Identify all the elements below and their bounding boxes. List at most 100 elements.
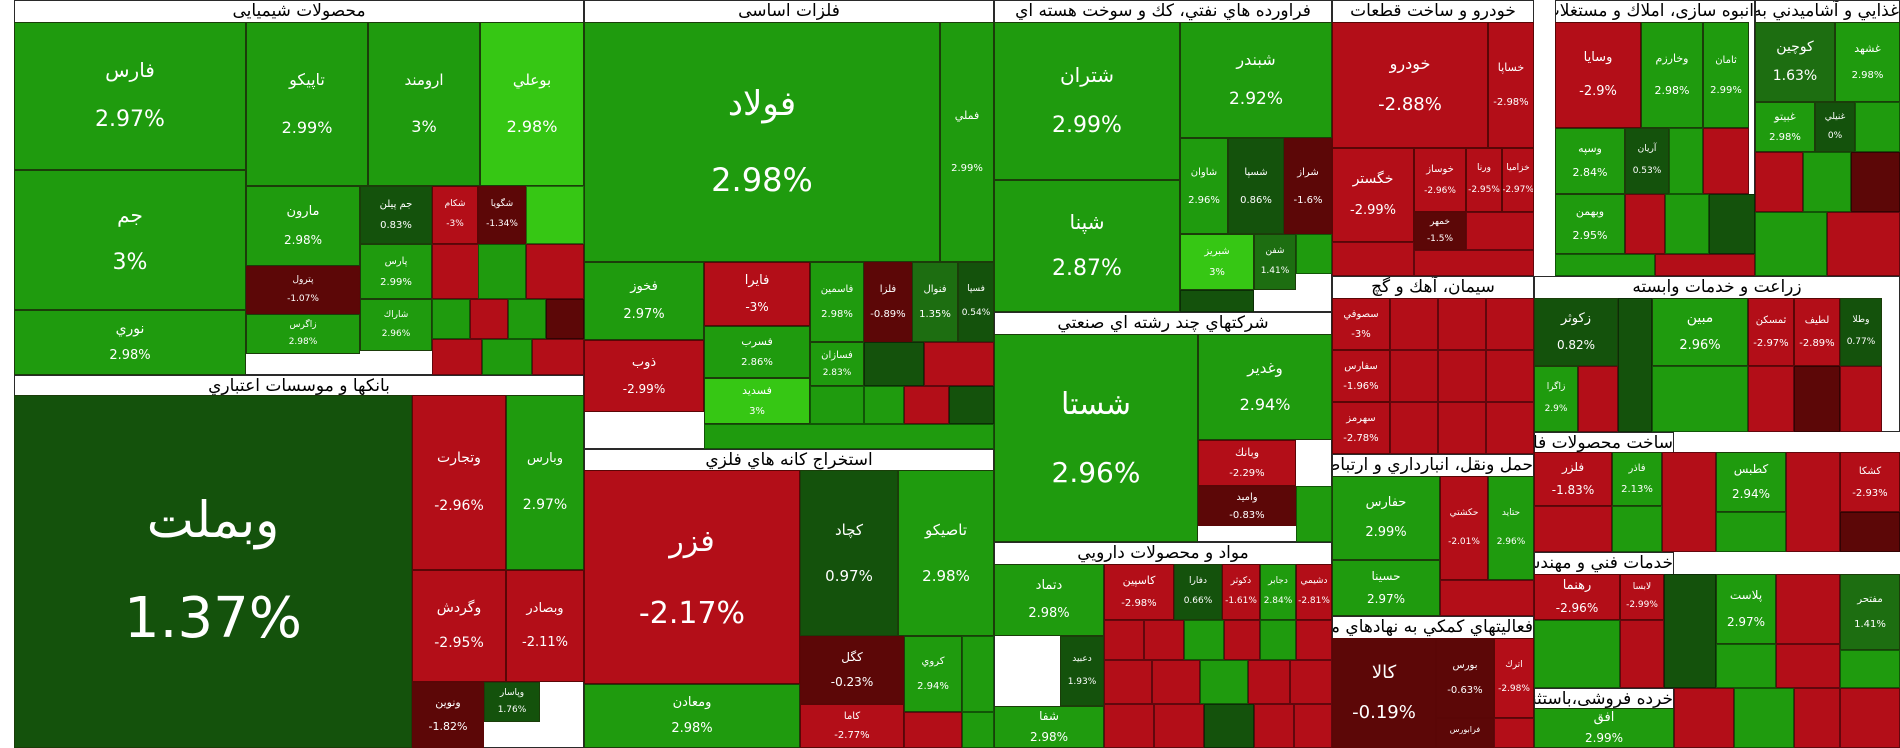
stock-tile[interactable]: حسينا 2.97% — [1332, 560, 1440, 616]
stock-tile[interactable]: وگردش -2.95% — [412, 570, 506, 682]
stock-tile[interactable]: آريان 0.53% — [1625, 128, 1669, 194]
minor-stock-tile[interactable] — [1104, 704, 1154, 748]
stock-tile[interactable]: سهرمز -2.78% — [1332, 402, 1390, 454]
stock-tile[interactable]: شاوان 2.96% — [1180, 138, 1228, 234]
minor-stock-tile[interactable] — [1803, 152, 1851, 212]
stock-tile[interactable]: فارس 2.97% — [14, 22, 246, 170]
stock-tile[interactable]: فملي 2.99% — [940, 22, 994, 262]
minor-stock-tile[interactable] — [1662, 452, 1716, 552]
stock-tile[interactable]: شراز -1.6% — [1284, 138, 1332, 234]
stock-tile[interactable]: دكوثر -1.61% — [1222, 564, 1260, 620]
minor-stock-tile[interactable] — [864, 386, 904, 424]
minor-stock-tile[interactable] — [1618, 298, 1652, 432]
stock-tile[interactable]: ورنا -2.95% — [1466, 148, 1502, 212]
stock-tile[interactable]: فاسمين 2.98% — [810, 262, 864, 342]
stock-tile[interactable]: حفارس 2.99% — [1332, 476, 1440, 560]
minor-stock-tile[interactable] — [470, 299, 508, 339]
stock-tile[interactable]: شفا 2.98% — [994, 706, 1104, 748]
stock-tile[interactable]: مارون 2.98% — [246, 186, 360, 266]
stock-tile[interactable]: شستا 2.96% — [994, 334, 1198, 542]
stock-tile[interactable]: تاپيكو 2.99% — [246, 22, 368, 186]
stock-tile[interactable]: وخارزم 2.98% — [1641, 22, 1703, 128]
stock-tile[interactable]: فسرب 2.86% — [704, 326, 810, 378]
minor-stock-tile[interactable] — [1414, 250, 1534, 276]
minor-stock-tile[interactable] — [482, 339, 532, 375]
minor-stock-tile[interactable] — [1786, 452, 1840, 552]
minor-stock-tile[interactable] — [1440, 580, 1534, 616]
stock-tile[interactable]: خمهر -1.5% — [1414, 212, 1466, 250]
stock-tile[interactable]: مبين 2.96% — [1652, 298, 1748, 366]
minor-stock-tile[interactable] — [1224, 620, 1260, 660]
stock-tile[interactable]: وتجارت -2.96% — [412, 395, 506, 570]
stock-tile[interactable]: دعبيد 1.93% — [1060, 636, 1104, 706]
stock-tile[interactable]: شبريز 3% — [1180, 234, 1254, 290]
stock-tile[interactable]: مفتحر 1.41% — [1840, 574, 1900, 650]
stock-tile[interactable]: بوعلي 2.98% — [480, 22, 584, 186]
minor-stock-tile[interactable] — [532, 339, 584, 375]
minor-stock-tile[interactable] — [1748, 366, 1794, 432]
sector-title[interactable]: خدمات فني و مهندسي — [1535, 553, 1673, 573]
sector-title[interactable]: سیمان، آهك و گچ — [1333, 277, 1533, 297]
minor-stock-tile[interactable] — [526, 244, 584, 299]
minor-stock-tile[interactable] — [1486, 350, 1534, 402]
minor-stock-tile[interactable] — [1840, 512, 1900, 552]
minor-stock-tile[interactable] — [1332, 242, 1414, 276]
stock-tile[interactable]: شسپا 0.86% — [1228, 138, 1284, 234]
stock-tile[interactable]: شگويا -1.34% — [478, 186, 526, 244]
stock-tile[interactable]: زكوثر 0.82% — [1534, 298, 1618, 366]
minor-stock-tile[interactable] — [1296, 620, 1332, 660]
minor-stock-tile[interactable] — [1184, 620, 1224, 660]
stock-tile[interactable]: وبهمن 2.95% — [1555, 194, 1625, 254]
sector-title[interactable]: زراعت و خدمات وابسته — [1535, 277, 1899, 297]
stock-tile[interactable]: فايرا -3% — [704, 262, 810, 326]
sector-title[interactable]: خودرو و ساخت قطعات — [1333, 1, 1533, 21]
stock-tile[interactable]: جم 3% — [14, 170, 246, 310]
minor-stock-tile[interactable] — [1664, 574, 1716, 688]
stock-tile[interactable]: شپنا 2.87% — [994, 180, 1180, 312]
stock-tile[interactable]: سصوفي -3% — [1332, 298, 1390, 350]
minor-stock-tile[interactable] — [1716, 512, 1786, 552]
stock-tile[interactable]: فلزر -1.83% — [1534, 452, 1612, 506]
minor-stock-tile[interactable] — [478, 244, 526, 299]
minor-stock-tile[interactable] — [1296, 486, 1332, 542]
stock-tile[interactable]: فسديد 3% — [704, 378, 810, 424]
minor-stock-tile[interactable] — [1466, 212, 1534, 250]
sector-title[interactable]: حمل ونقل، انبارداري و ارتباطات — [1333, 455, 1533, 475]
minor-stock-tile[interactable] — [1665, 194, 1709, 254]
minor-stock-tile[interactable] — [704, 424, 994, 449]
stock-tile[interactable]: زاگرس 2.98% — [246, 314, 360, 354]
minor-stock-tile[interactable] — [1755, 212, 1827, 276]
stock-tile[interactable]: رهنما -2.96% — [1534, 574, 1620, 620]
minor-stock-tile[interactable] — [1486, 402, 1534, 454]
stock-tile[interactable]: فزر -2.17% — [584, 470, 800, 684]
stock-tile[interactable]: ونوين -1.82% — [412, 682, 484, 748]
minor-stock-tile[interactable] — [1296, 234, 1332, 274]
minor-stock-tile[interactable] — [1104, 620, 1144, 660]
sector-title[interactable]: ساخت محصولات فلزي — [1535, 433, 1673, 453]
minor-stock-tile[interactable] — [1290, 660, 1332, 704]
minor-stock-tile[interactable] — [1438, 350, 1486, 402]
stock-tile[interactable]: كطبس 2.94% — [1716, 452, 1786, 512]
minor-stock-tile[interactable] — [1390, 350, 1438, 402]
minor-stock-tile[interactable] — [904, 712, 962, 748]
stock-tile[interactable]: فرابورس — [1436, 718, 1494, 748]
minor-stock-tile[interactable] — [1555, 254, 1655, 276]
stock-tile[interactable]: لطيف -2.89% — [1794, 298, 1840, 366]
stock-tile[interactable]: وبارس 2.97% — [506, 395, 584, 570]
stock-tile[interactable]: شكام -3% — [432, 186, 478, 244]
minor-stock-tile[interactable] — [1534, 506, 1612, 552]
minor-stock-tile[interactable] — [432, 244, 480, 299]
sector-title[interactable]: انبوه سازی، املاك و مستغلات — [1556, 1, 1754, 21]
stock-tile[interactable]: دتماد 2.98% — [994, 564, 1104, 636]
stock-tile[interactable]: خودرو -2.88% — [1332, 22, 1488, 148]
stock-tile[interactable]: فخوز 2.97% — [584, 262, 704, 340]
stock-tile[interactable]: سفارس -1.96% — [1332, 350, 1390, 402]
minor-stock-tile[interactable] — [1534, 620, 1620, 688]
stock-tile[interactable]: وسپه 2.84% — [1555, 128, 1625, 194]
stock-tile[interactable]: نوري 2.98% — [14, 310, 246, 375]
stock-tile[interactable]: فسازان 2.83% — [810, 342, 864, 386]
minor-stock-tile[interactable] — [432, 339, 482, 375]
stock-tile[interactable]: غنيلي 0% — [1815, 102, 1855, 152]
minor-stock-tile[interactable] — [1851, 152, 1900, 212]
minor-stock-tile[interactable] — [1486, 298, 1534, 350]
